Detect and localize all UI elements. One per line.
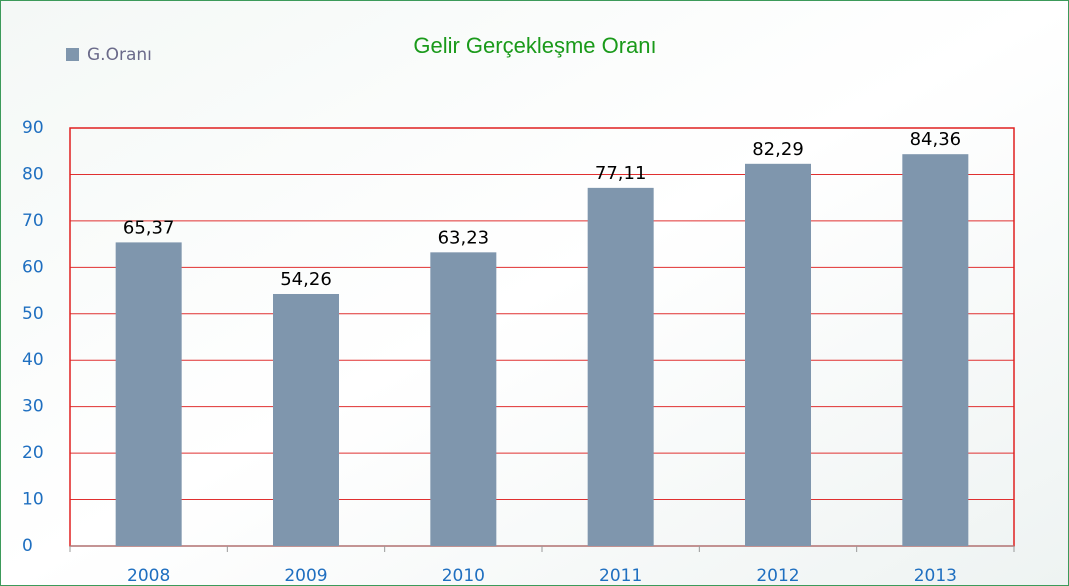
y-tick-label: 90 bbox=[22, 118, 44, 138]
x-tick-label: 2011 bbox=[599, 566, 642, 586]
y-tick-label: 80 bbox=[22, 164, 44, 184]
legend-swatch bbox=[66, 48, 79, 61]
y-tick-label: 60 bbox=[22, 257, 44, 277]
x-tick-label: 2012 bbox=[756, 566, 799, 586]
data-label: 54,26 bbox=[280, 269, 332, 290]
y-tick-label: 40 bbox=[22, 350, 44, 370]
bar bbox=[115, 242, 182, 546]
y-tick-label: 70 bbox=[22, 211, 44, 231]
x-tick-label: 2010 bbox=[442, 566, 485, 586]
data-label: 65,37 bbox=[123, 217, 175, 238]
bar bbox=[273, 293, 339, 546]
bar bbox=[587, 187, 654, 546]
x-tick-label: 2013 bbox=[914, 566, 957, 586]
y-tick-label: 10 bbox=[22, 490, 44, 510]
legend-label: G.Oranı bbox=[87, 45, 152, 65]
bar bbox=[430, 252, 497, 546]
x-tick-label: 2009 bbox=[284, 566, 327, 586]
y-tick-label: 50 bbox=[22, 304, 44, 324]
bar bbox=[902, 154, 969, 546]
x-tick-label: 2008 bbox=[127, 566, 170, 586]
bar bbox=[745, 163, 811, 547]
data-label: 77,11 bbox=[595, 163, 647, 184]
chart-title: Gelir Gerçekleşme Oranı bbox=[413, 33, 656, 58]
data-label: 82,29 bbox=[752, 139, 804, 160]
data-label: 84,36 bbox=[910, 129, 962, 150]
data-label: 63,23 bbox=[438, 227, 490, 248]
y-tick-label: 30 bbox=[22, 397, 44, 417]
y-tick-label: 20 bbox=[22, 443, 44, 463]
y-tick-label: 0 bbox=[22, 536, 33, 556]
